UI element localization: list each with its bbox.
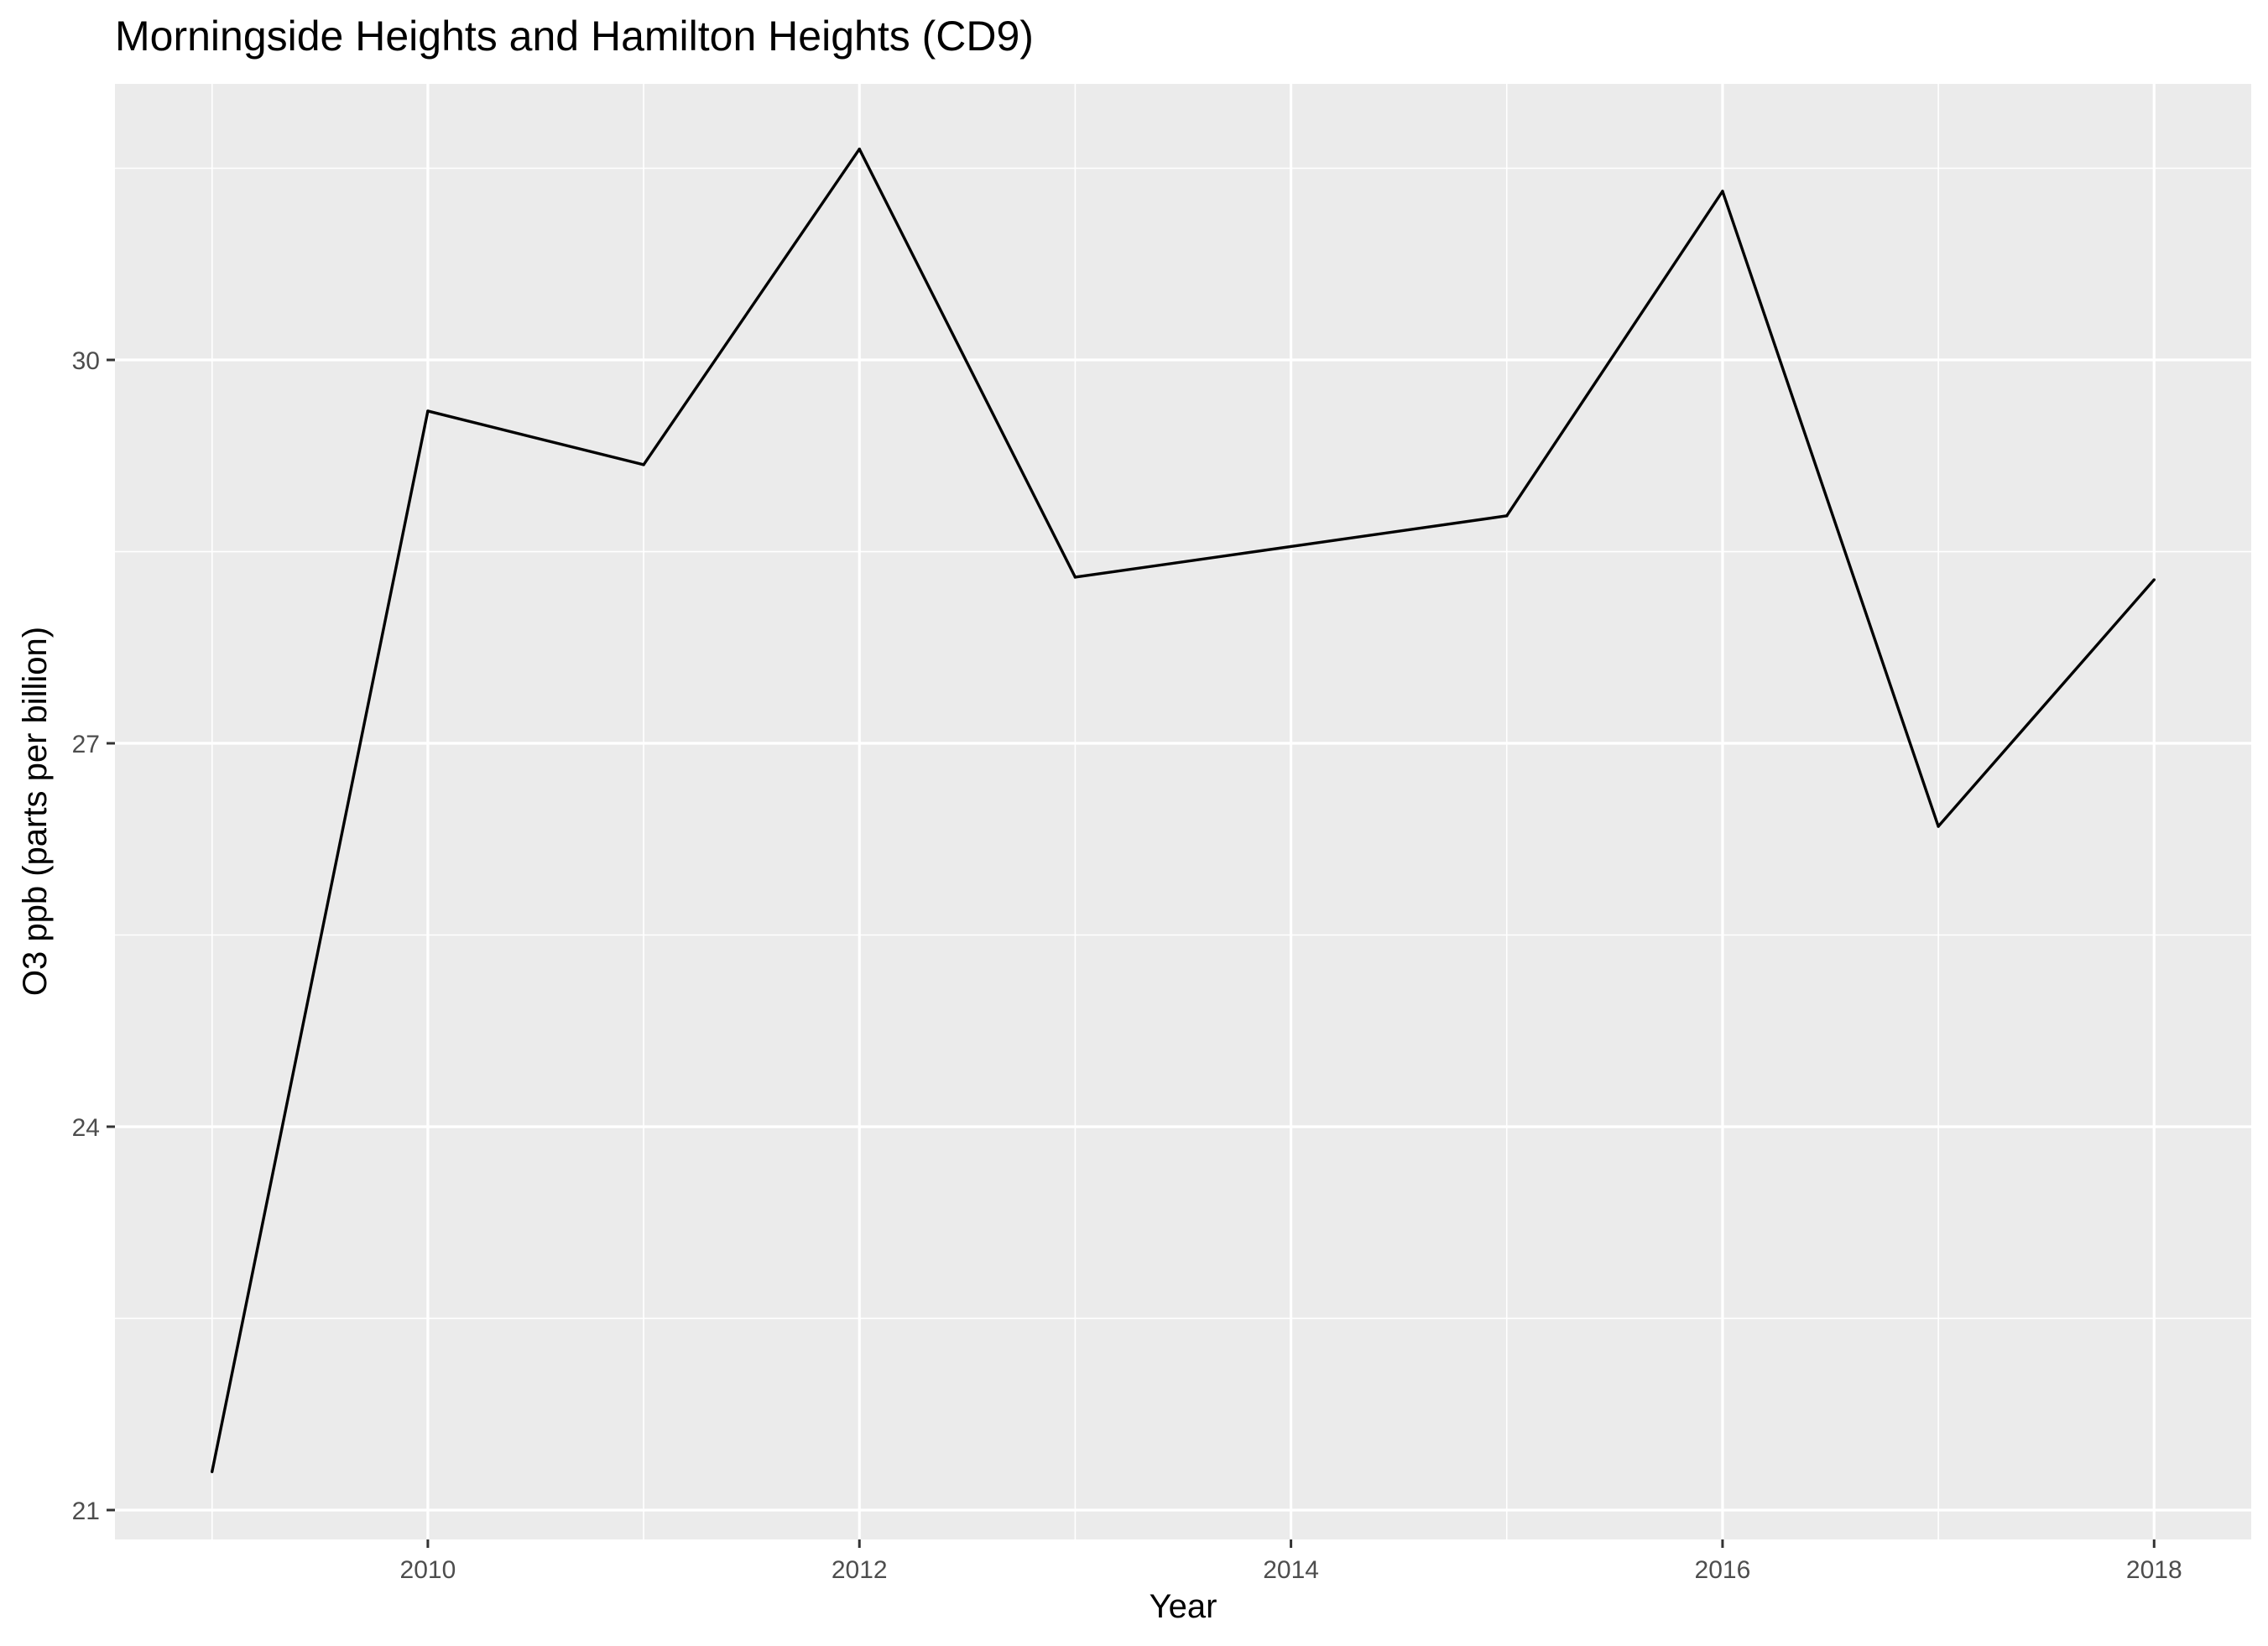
data-point: [2152, 578, 2156, 581]
x-axis-title: Year: [1150, 1588, 1217, 1625]
y-axis-title: O3 ppb (parts per billion): [17, 627, 54, 996]
y-tick-label: 24: [72, 1114, 100, 1142]
data-point: [1721, 190, 1724, 193]
x-axis: 2010 2012 2014 2016 2018: [400, 1539, 2182, 1584]
y-axis: 21 24 27 30: [72, 347, 115, 1525]
x-tick-label: 2018: [2126, 1556, 2182, 1584]
data-point: [642, 463, 645, 466]
data-point: [1505, 514, 1509, 518]
minor-gridlines: [115, 84, 2251, 1539]
x-tick-label: 2010: [400, 1556, 456, 1584]
series-line: [211, 147, 2156, 1472]
data-point: [1073, 576, 1077, 579]
y-tick-label: 27: [72, 731, 100, 758]
y-tick-label: 21: [72, 1498, 100, 1525]
x-tick-label: 2012: [832, 1556, 888, 1584]
data-point: [426, 409, 430, 413]
series-layer: [211, 147, 2156, 1473]
major-gridlines: [115, 84, 2251, 1539]
data-point: [211, 1470, 214, 1473]
x-tick-label: 2016: [1695, 1556, 1751, 1584]
data-point: [1289, 544, 1293, 549]
x-tick-label: 2014: [1263, 1556, 1319, 1584]
data-point: [858, 147, 861, 151]
chart-title: Morningside Heights and Hamilton Heights…: [115, 13, 1034, 60]
data-point: [1937, 825, 1940, 828]
y-tick-label: 30: [72, 347, 100, 375]
plot-panel: [115, 84, 2251, 1539]
